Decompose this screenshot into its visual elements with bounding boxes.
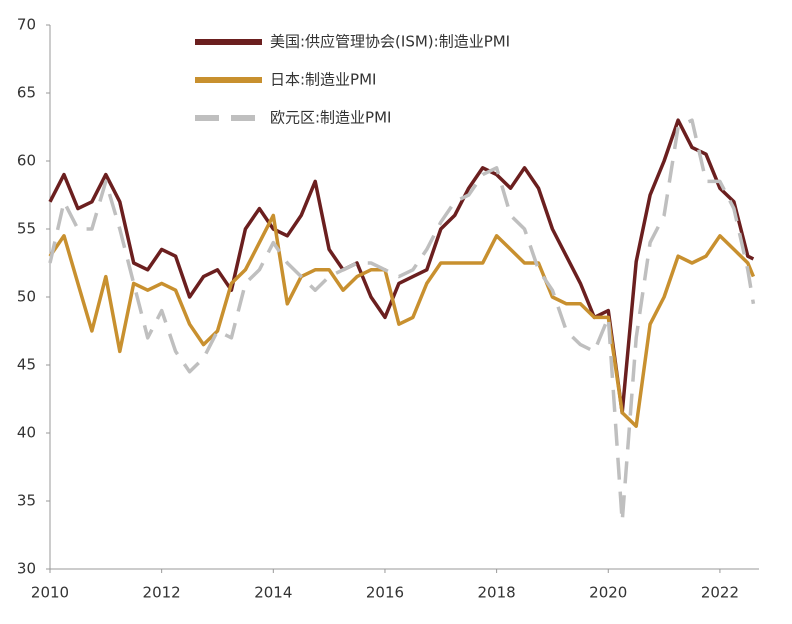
x-tick-label: 2012 (143, 584, 181, 602)
y-tick-label: 35 (17, 492, 36, 510)
x-tick-label: 2022 (701, 584, 739, 602)
legend-label: 欧元区:制造业PMI (270, 109, 391, 127)
series-line (48, 213, 756, 428)
legend-label: 美国:供应管理协会(ISM):制造业PMI (270, 33, 510, 51)
y-tick-label: 55 (17, 220, 36, 238)
y-tick-label: 30 (17, 560, 36, 578)
series-line (48, 118, 755, 415)
x-tick-label: 2016 (366, 584, 404, 602)
y-tick-label: 40 (17, 424, 36, 442)
x-tick-label: 2014 (254, 584, 292, 602)
x-tick-label: 2010 (31, 584, 69, 602)
y-tick-label: 60 (17, 152, 36, 170)
x-tick-label: 2020 (589, 584, 627, 602)
y-tick-label: 70 (17, 16, 36, 34)
y-tick-label: 65 (17, 84, 36, 102)
y-tick-label: 50 (17, 288, 36, 306)
x-tick-label: 2018 (478, 584, 516, 602)
legend-label: 日本:制造业PMI (270, 71, 376, 89)
y-tick-label: 45 (17, 356, 36, 374)
series-line (48, 118, 756, 524)
